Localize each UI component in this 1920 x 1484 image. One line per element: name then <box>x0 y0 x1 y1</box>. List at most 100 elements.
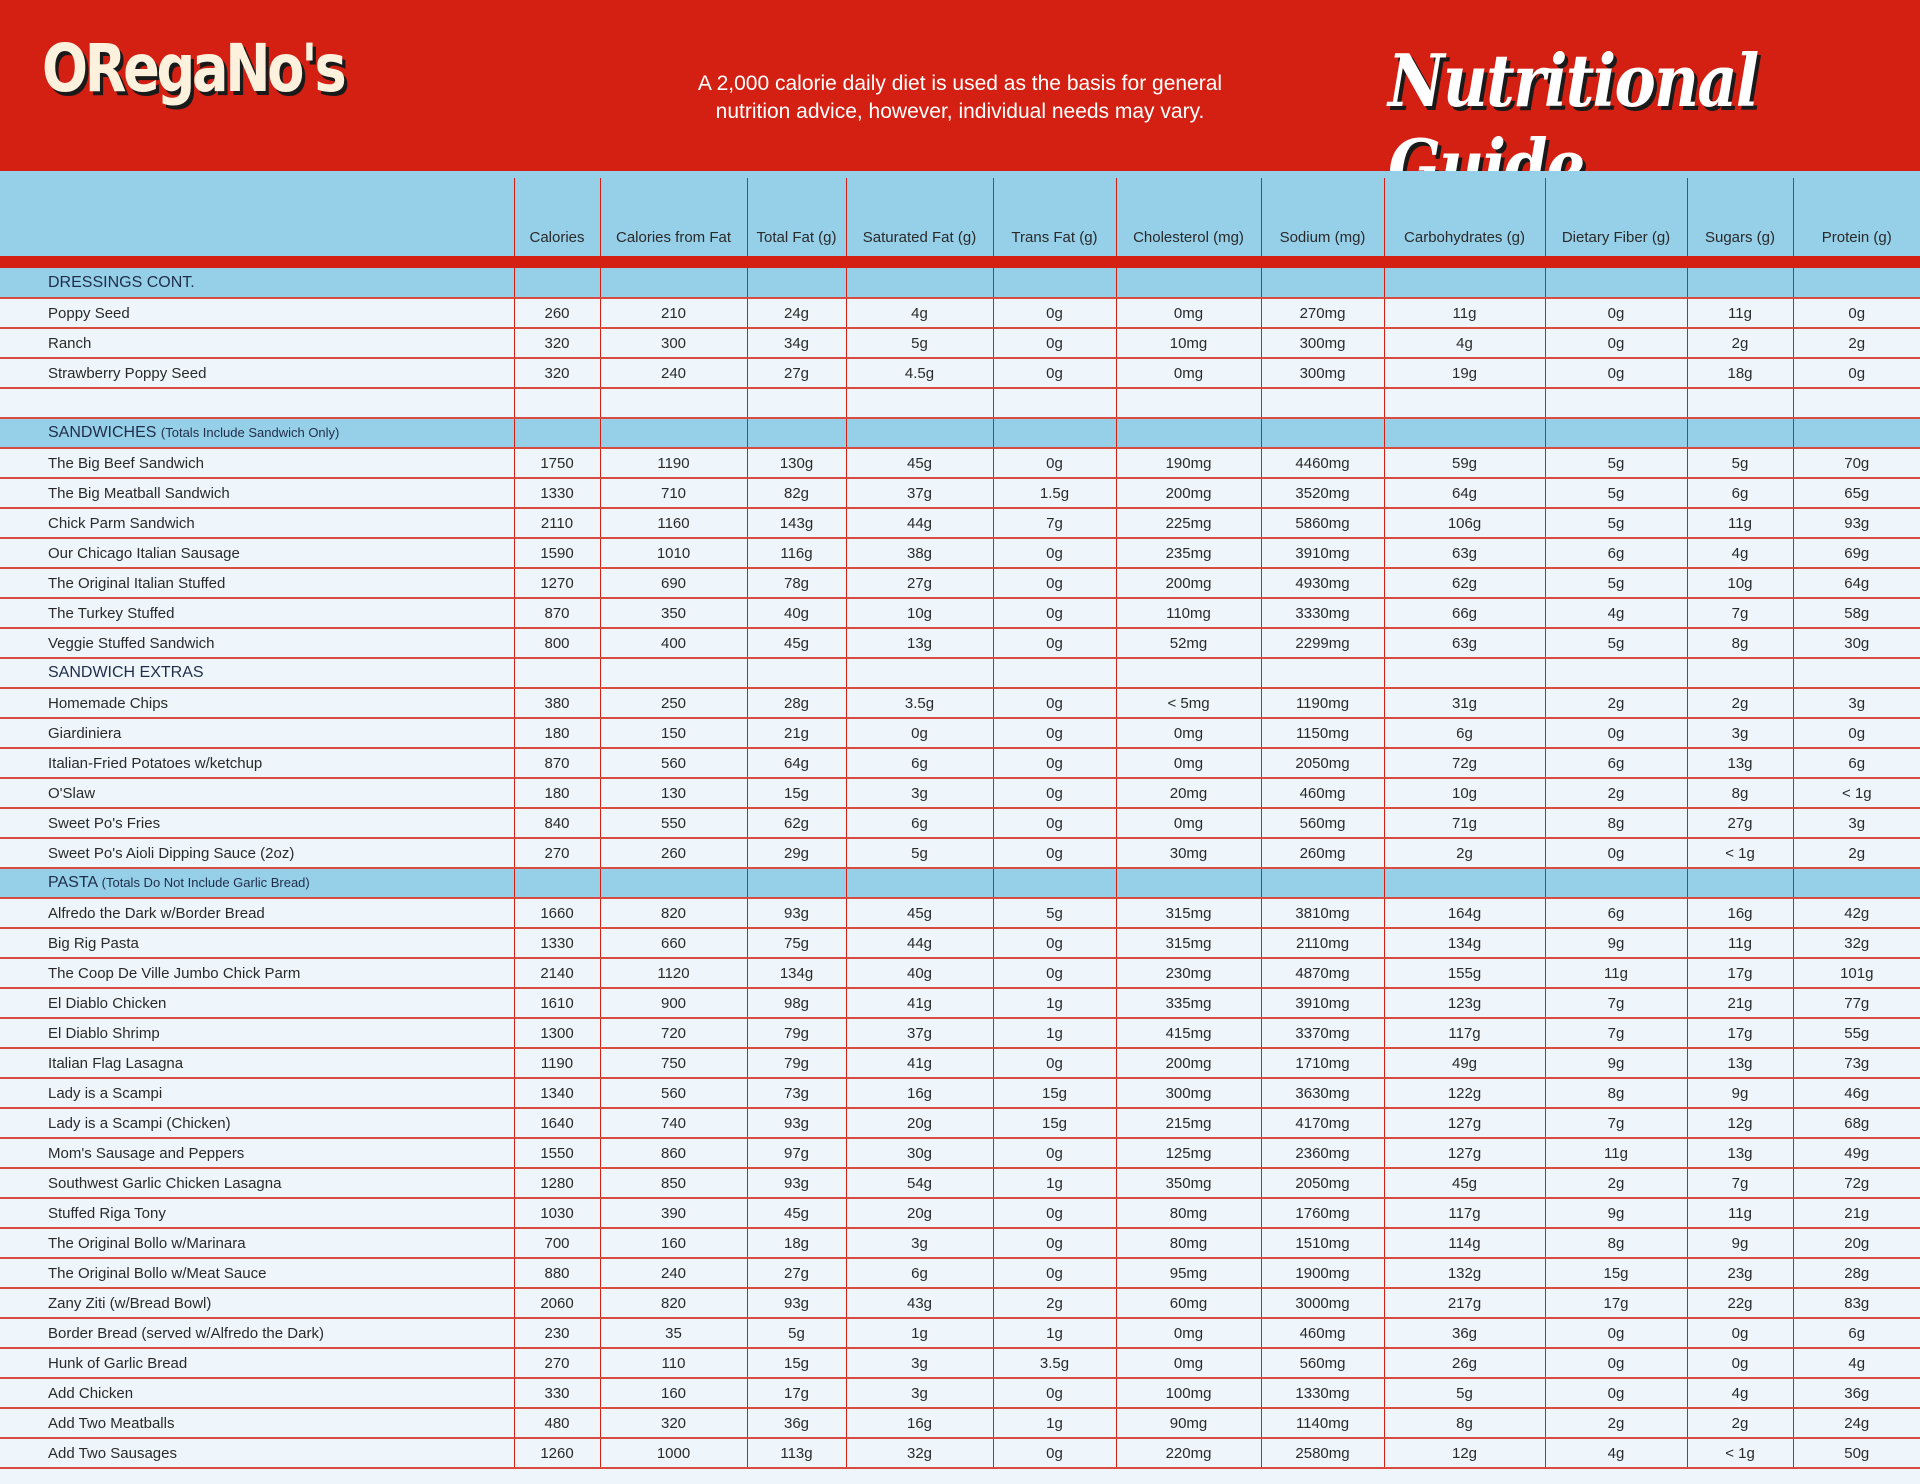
item-name: The Original Bollo w/Marinara <box>0 1228 514 1259</box>
nutrient-value: 30mg <box>1115 838 1261 869</box>
nutrient-value: 62g <box>746 808 846 839</box>
item-name: O'Slaw <box>0 778 514 809</box>
nutrient-value: 900 <box>599 988 747 1019</box>
table-row: O'Slaw 180 130 15g 3g 0g 20mg 460mg 10g 2g 8g < 1g <box>0 778 1920 809</box>
item-name: The Original Bollo w/Meat Sauce <box>0 1258 514 1289</box>
item-name: Zany Ziti (w/Bread Bowl) <box>0 1288 514 1319</box>
nutrient-value: 31g <box>1383 688 1545 719</box>
nutrient-value: 460mg <box>1260 1318 1384 1349</box>
nutrient-value: 7g <box>1544 988 1687 1019</box>
nutrient-value: 50g <box>1792 1438 1920 1469</box>
nutrient-value: 1190 <box>513 1048 600 1079</box>
nutrient-value: 0g <box>992 1438 1116 1469</box>
nutrient-value: 80mg <box>1115 1228 1261 1259</box>
nutrient-value: 400 <box>599 628 747 659</box>
nutrient-value <box>599 388 747 419</box>
nutrient-value <box>1686 388 1793 419</box>
nutrient-value: 117g <box>1383 1018 1545 1049</box>
nutrient-value: 230mg <box>1115 958 1261 989</box>
nutrient-value: 9g <box>1544 1048 1687 1079</box>
nutrient-value: 37g <box>845 1018 993 1049</box>
table-row: Big Rig Pasta 1330 660 75g 44g 0g 315mg 2110mg 1… <box>0 928 1920 959</box>
nutrient-value: 215mg <box>1115 1108 1261 1139</box>
nutrient-value <box>1115 388 1261 419</box>
nutrient-value: 0g <box>992 628 1116 659</box>
nutrient-value: 0g <box>1544 1348 1687 1379</box>
nutrient-value: 6g <box>1686 478 1793 509</box>
table-row: El Diablo Shrimp 1300 720 79g 37g 1g 415mg 3370… <box>0 1018 1920 1049</box>
nutrient-value: 26g <box>1383 1348 1545 1379</box>
nutrient-value: 0g <box>1792 718 1920 749</box>
nutrient-value: 5g <box>746 1318 846 1349</box>
section-title-cell: PASTA (Totals Do Not Include Garlic Brea… <box>0 868 514 899</box>
nutrient-value: 5g <box>1544 628 1687 659</box>
section-title: SANDWICHES <box>48 424 157 441</box>
nutrient-value: 350mg <box>1115 1168 1261 1199</box>
nutrient-value: 390 <box>599 1198 747 1229</box>
nutrient-value: 134g <box>746 958 846 989</box>
nutrient-value: 4170mg <box>1260 1108 1384 1139</box>
nutrient-value: 1710mg <box>1260 1048 1384 1079</box>
nutrient-value: 11g <box>1686 508 1793 539</box>
nutrient-value: 2g <box>1544 688 1687 719</box>
empty-cell <box>513 868 600 899</box>
nutrient-value: 21g <box>746 718 846 749</box>
empty-cell <box>1115 658 1261 689</box>
nutrient-value: 0g <box>1686 1318 1793 1349</box>
nutrient-value: 560 <box>599 1078 747 1109</box>
item-name: The Original Italian Stuffed <box>0 568 514 599</box>
table-row: Ranch 320 300 34g 5g 0g 10mg 300mg 4g 0g 2g 2g <box>0 328 1920 359</box>
nutrient-value: 45g <box>845 448 993 479</box>
item-name: Mom's Sausage and Peppers <box>0 1138 514 1169</box>
nutrient-value: 230 <box>513 1318 600 1349</box>
empty-cell <box>1544 658 1687 689</box>
nutrient-value: 315mg <box>1115 898 1261 929</box>
nutrient-value: 58g <box>1792 598 1920 629</box>
nutrient-value: 55g <box>1792 1018 1920 1049</box>
nutrient-value: 217g <box>1383 1288 1545 1319</box>
nutrient-value: 64g <box>746 748 846 779</box>
nutrient-value: 1330mg <box>1260 1378 1384 1409</box>
nutrient-value: 0g <box>992 1138 1116 1169</box>
nutrient-value: 13g <box>1686 748 1793 779</box>
section-note: (Totals Include Sandwich Only) <box>160 425 340 440</box>
section-title: SANDWICH EXTRAS <box>48 664 204 681</box>
nutrient-value: 19g <box>1383 358 1545 389</box>
empty-cell <box>1260 268 1384 299</box>
nutrient-value: 550 <box>599 808 747 839</box>
item-name: Add Two Meatballs <box>0 1408 514 1439</box>
nutrient-value: < 5mg <box>1115 688 1261 719</box>
nutrient-value: 13g <box>1686 1138 1793 1169</box>
oreganos-logo: ORegaNo's <box>42 30 347 107</box>
header-divider <box>0 256 1920 268</box>
nutrient-value: 1260 <box>513 1438 600 1469</box>
nutrient-value: 850 <box>599 1168 747 1199</box>
nutrient-value: 7g <box>1686 598 1793 629</box>
nutrient-value: 1160 <box>599 508 747 539</box>
section-header: PASTA (Totals Do Not Include Garlic Brea… <box>0 868 1920 899</box>
section-title-cell: DRESSINGS CONT. <box>0 268 514 299</box>
item-name: Border Bread (served w/Alfredo the Dark) <box>0 1318 514 1349</box>
nutrient-value: 30g <box>1792 628 1920 659</box>
nutrient-value: 260 <box>599 838 747 869</box>
nutrient-value: 4g <box>1383 328 1545 359</box>
item-name: Stuffed Riga Tony <box>0 1198 514 1229</box>
empty-cell <box>1686 868 1793 899</box>
nutrient-value: 270 <box>513 1348 600 1379</box>
nutrient-value: 0g <box>992 568 1116 599</box>
nutrient-value: 2g <box>1544 1168 1687 1199</box>
nutrient-value: 17g <box>1686 1018 1793 1049</box>
empty-cell <box>1115 418 1261 449</box>
nutrient-value: 22g <box>1686 1288 1793 1319</box>
nutrient-value: 0g <box>992 718 1116 749</box>
nutrient-value: 79g <box>746 1048 846 1079</box>
nutrient-value: 1190 <box>599 448 747 479</box>
nutrient-value: 240 <box>599 358 747 389</box>
section-title: DRESSINGS CONT. <box>48 273 195 291</box>
nutrient-value: 5g <box>1686 448 1793 479</box>
nutrient-value: 0g <box>992 778 1116 809</box>
nutrient-value: 2050mg <box>1260 748 1384 779</box>
nutrient-value: 66g <box>1383 598 1545 629</box>
nutrient-value: 350 <box>599 598 747 629</box>
nutrient-value: 65g <box>1792 478 1920 509</box>
